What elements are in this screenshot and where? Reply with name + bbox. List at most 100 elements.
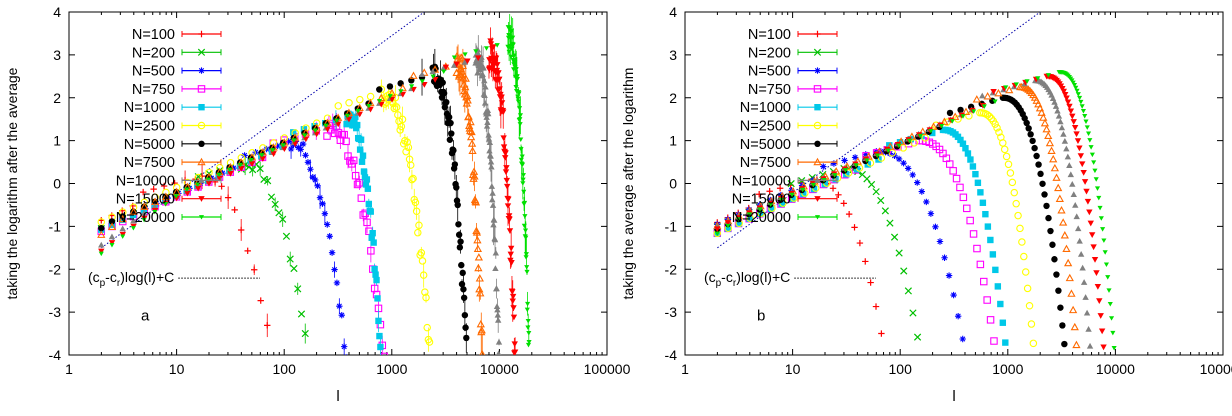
data-point xyxy=(878,330,885,337)
data-point xyxy=(1051,256,1058,263)
data-point xyxy=(369,229,376,237)
data-point xyxy=(1094,186,1101,191)
data-point xyxy=(411,198,420,207)
data-point xyxy=(982,210,989,218)
data-point xyxy=(496,350,502,355)
data-point xyxy=(302,133,308,138)
y-tick-label: 0 xyxy=(669,176,677,192)
data-point xyxy=(160,182,168,190)
data-point xyxy=(1080,108,1086,114)
y-axis-label: taking the average after the logarithm xyxy=(620,68,636,300)
data-point xyxy=(962,145,969,152)
data-point xyxy=(476,288,485,297)
data-point xyxy=(1074,88,1080,94)
data-point xyxy=(353,180,362,189)
data-point xyxy=(980,277,988,286)
data-point xyxy=(1010,188,1019,197)
data-point xyxy=(366,92,375,101)
series-n-100 xyxy=(98,163,271,338)
data-point xyxy=(513,67,519,72)
data-point xyxy=(98,224,105,232)
y-tick-label: 1 xyxy=(669,133,677,149)
data-point xyxy=(992,99,998,105)
data-point xyxy=(1014,211,1022,220)
data-point xyxy=(460,286,467,293)
data-point xyxy=(340,343,348,350)
data-point xyxy=(820,163,827,170)
data-point xyxy=(767,205,775,213)
data-point xyxy=(995,128,1003,136)
data-point xyxy=(1100,227,1106,232)
data-point xyxy=(1068,305,1078,314)
data-point xyxy=(522,200,528,206)
data-point xyxy=(313,131,320,138)
legend-marker xyxy=(814,215,821,220)
data-point xyxy=(360,168,368,175)
data-point xyxy=(463,334,470,342)
data-point xyxy=(714,226,721,233)
data-point xyxy=(97,230,106,238)
legend-label: N=15000 xyxy=(116,192,175,208)
data-point xyxy=(349,156,358,165)
series-n-2500 xyxy=(97,79,434,352)
data-point xyxy=(472,228,482,236)
y-tick-label: -2 xyxy=(665,261,678,277)
data-point xyxy=(1049,241,1056,248)
data-point xyxy=(495,70,502,76)
data-point xyxy=(216,175,223,182)
data-point xyxy=(274,142,281,150)
data-point xyxy=(907,138,913,144)
data-point xyxy=(983,92,992,100)
annotation-label: (cp-cr)log(l)+C xyxy=(88,269,174,289)
data-point xyxy=(1076,237,1083,244)
data-point xyxy=(1016,224,1024,233)
data-point xyxy=(1072,202,1079,208)
legend-marker xyxy=(813,48,822,56)
data-point xyxy=(856,239,864,247)
data-point xyxy=(377,343,384,351)
data-point xyxy=(1027,320,1036,328)
data-point xyxy=(372,271,379,278)
data-point xyxy=(330,129,339,138)
data-point xyxy=(496,76,503,83)
data-point xyxy=(304,159,312,166)
legend-marker xyxy=(814,30,821,38)
data-point xyxy=(211,178,219,186)
data-point xyxy=(141,217,147,223)
data-point xyxy=(1086,342,1094,349)
x-tick-label: 10 xyxy=(785,361,801,377)
data-point xyxy=(960,114,966,119)
data-point xyxy=(881,207,889,215)
data-point xyxy=(1079,161,1086,168)
data-point xyxy=(1040,118,1050,127)
y-tick-label: 0 xyxy=(53,176,61,192)
data-point xyxy=(993,124,1001,132)
data-point xyxy=(290,129,297,136)
data-point xyxy=(1064,99,1072,106)
data-point xyxy=(1063,360,1069,366)
data-point xyxy=(302,152,309,159)
data-point xyxy=(249,166,257,174)
data-point xyxy=(294,285,302,293)
data-point xyxy=(338,311,345,319)
data-point xyxy=(275,209,283,217)
data-point xyxy=(523,235,529,241)
data-point xyxy=(1082,114,1088,119)
data-point xyxy=(453,61,460,68)
data-point xyxy=(1057,118,1064,125)
data-point xyxy=(1059,322,1066,329)
data-point xyxy=(969,163,977,170)
y-tick-label: -4 xyxy=(49,347,62,363)
data-point xyxy=(195,182,201,188)
data-point xyxy=(724,220,732,226)
legend-marker xyxy=(813,85,822,93)
data-point xyxy=(1107,302,1113,307)
data-point xyxy=(454,201,461,209)
data-point xyxy=(983,296,991,304)
data-point xyxy=(130,211,137,219)
data-point xyxy=(269,148,276,153)
y-tick-label: -1 xyxy=(49,218,62,234)
data-point xyxy=(885,148,891,154)
data-point xyxy=(1024,85,1033,93)
data-point xyxy=(900,267,908,275)
